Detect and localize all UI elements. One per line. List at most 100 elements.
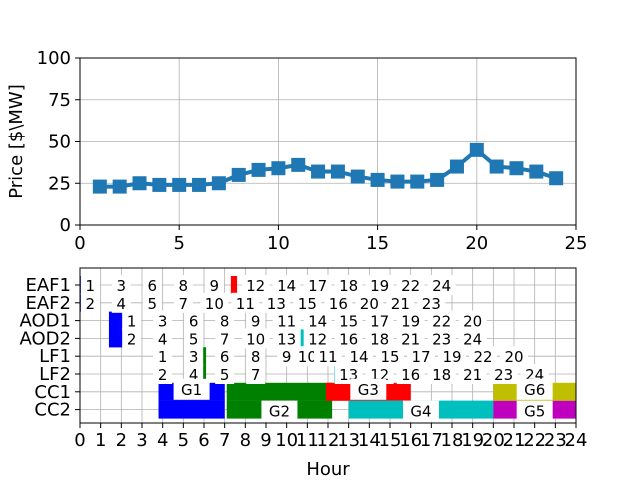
step-label: 20 <box>504 348 523 366</box>
x-tick-label: 10 <box>275 430 298 451</box>
gantt-bar-g1 <box>158 400 225 419</box>
y-tick-label: 25 <box>48 173 71 194</box>
step-label-box <box>246 310 266 331</box>
step-label: 14 <box>308 313 327 331</box>
x-tick-label: 6 <box>198 430 209 451</box>
step-label-box <box>427 364 456 384</box>
group-label-g6: G6 <box>524 381 545 399</box>
step-label: 24 <box>463 330 482 348</box>
step-label: 10 <box>205 295 224 313</box>
x-tick-label: 8 <box>240 430 251 451</box>
gantt-bar-g1 <box>108 329 124 348</box>
step-label-box <box>122 310 142 331</box>
y-tick-label: 50 <box>48 132 71 153</box>
group-label-g4: G4 <box>410 403 431 421</box>
x-tick-label: 3 <box>136 430 147 451</box>
step-label-box <box>396 275 425 295</box>
step-label-box <box>184 328 204 349</box>
price-data-point <box>311 164 326 179</box>
step-label: 8 <box>251 348 261 366</box>
step-label-box <box>241 328 270 349</box>
y-tick-label: CC1 <box>34 382 71 403</box>
step-label: 22 <box>401 277 420 295</box>
step-label: 7 <box>220 330 230 348</box>
price-data-point <box>489 159 504 174</box>
price-plot: 0 5 10 15 20 25 0 25 50 75 100 Price [$\MW] <box>6 48 587 254</box>
step-label-box <box>334 328 363 349</box>
step-label: 6 <box>220 348 230 366</box>
step-label: 21 <box>391 295 410 313</box>
x-tick-label: 5 <box>178 430 189 451</box>
y-tick-label: 100 <box>37 48 71 69</box>
step-label: 18 <box>370 330 389 348</box>
step-label: 7 <box>251 366 261 384</box>
step-label-box <box>246 346 266 367</box>
step-label-box <box>142 275 162 295</box>
x-tick-label: 14 <box>358 430 381 451</box>
gantt-bar-g2 <box>201 365 207 383</box>
y-axis-label: Price [$\MW] <box>6 84 27 199</box>
y-tick-label: AOD1 <box>20 311 71 332</box>
step-label: 4 <box>189 366 199 384</box>
y-tick-label: AOD2 <box>20 328 71 349</box>
step-label-box <box>314 346 342 367</box>
price-data-point <box>291 157 306 172</box>
step-label-box <box>272 275 301 295</box>
price-data-point <box>549 171 564 186</box>
price-data-point <box>132 176 147 191</box>
step-label: 23 <box>422 295 441 313</box>
gantt-bar-g1 <box>108 311 124 330</box>
step-label: 17 <box>370 313 389 331</box>
x-tick-label: 17 <box>420 430 443 451</box>
step-label: 7 <box>179 295 189 313</box>
price-data-point <box>271 161 286 176</box>
step-label-box <box>427 328 456 349</box>
step-label: 15 <box>339 313 358 331</box>
step-label: 2 <box>158 366 168 384</box>
group-label-box <box>403 400 439 422</box>
step-label: 16 <box>329 295 348 313</box>
step-label-box <box>184 346 204 367</box>
step-label: 9 <box>282 348 292 366</box>
step-label-box <box>376 346 404 367</box>
price-data-point <box>509 161 524 176</box>
group-label-g3: G3 <box>358 381 379 399</box>
step-label-box <box>500 346 528 367</box>
step-label: 5 <box>148 295 158 313</box>
y-tick-label: EAF2 <box>26 293 72 314</box>
price-data-point <box>172 177 187 192</box>
step-label: 6 <box>189 313 199 331</box>
step-label-box <box>427 310 456 331</box>
step-label: 5 <box>189 330 199 348</box>
step-label-box <box>122 328 142 349</box>
step-label: 13 <box>267 295 286 313</box>
step-label-box <box>80 292 100 313</box>
price-series-line <box>99 147 557 189</box>
step-label-box <box>334 310 363 331</box>
step-label-box <box>417 292 446 313</box>
group-label-box <box>516 378 553 400</box>
step-label: 10 <box>298 348 317 366</box>
step-label-box <box>334 275 363 295</box>
step-label-box <box>386 292 415 313</box>
step-label: 15 <box>380 348 399 366</box>
step-label: 9 <box>210 277 220 295</box>
step-label: 17 <box>411 348 430 366</box>
step-label-box <box>153 328 173 349</box>
price-data-point <box>390 174 405 189</box>
step-label: 11 <box>277 313 296 331</box>
step-label-box <box>396 364 425 384</box>
step-label: 3 <box>189 348 199 366</box>
step-label-box <box>153 364 173 384</box>
x-tick-label: 10 <box>267 233 290 254</box>
step-label-box <box>111 292 131 313</box>
step-label-box <box>246 364 266 384</box>
step-label-box <box>303 310 332 331</box>
step-label: 13 <box>277 330 296 348</box>
x-axis-label: Hour <box>306 459 350 480</box>
x-tick-label: 11 <box>296 430 319 451</box>
step-label: 21 <box>463 366 482 384</box>
x-tick-label: 7 <box>219 430 230 451</box>
y-tick-label: LF1 <box>39 346 71 367</box>
